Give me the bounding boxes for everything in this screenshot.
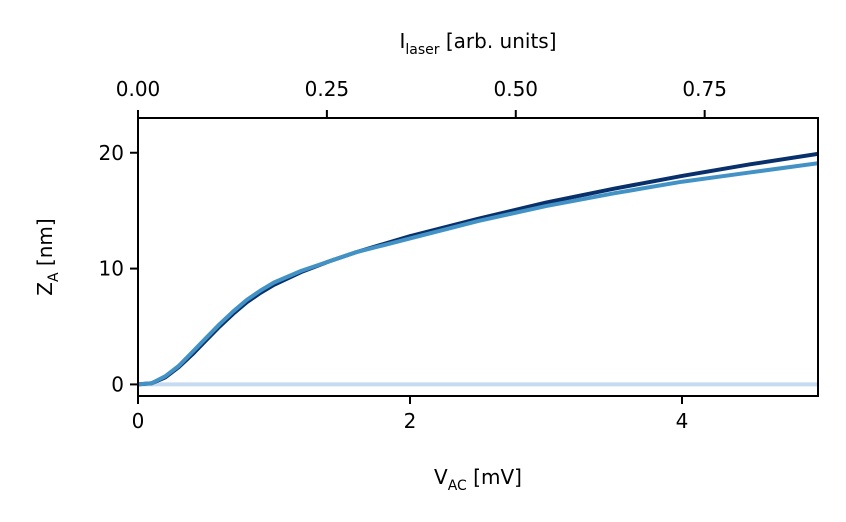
series-line-2 (138, 161, 818, 387)
y-axis-ticks: 0 10 20 (99, 141, 138, 396)
y-tick-label: 0 (111, 372, 124, 396)
top-tick-label: 0.00 (116, 77, 161, 101)
plot-lines (138, 151, 818, 387)
plot-frame (137, 117, 819, 397)
y-tick-label: 10 (99, 257, 124, 281)
top-axis-title: Ilaser [arb. units] (399, 29, 556, 58)
top-axis-ticks: 0.00 0.25 0.50 0.75 (116, 77, 727, 118)
y-tick-label: 20 (99, 141, 124, 165)
top-tick-label: 0.75 (682, 77, 727, 101)
series-line-1 (138, 151, 818, 387)
x-axis-ticks: 0 2 4 (132, 396, 689, 433)
x-axis-title: VAC [mV] (434, 465, 522, 494)
x-tick-label: 4 (676, 409, 689, 433)
top-tick-label: 0.50 (494, 77, 539, 101)
x-tick-label: 2 (404, 409, 417, 433)
top-tick-label: 0.25 (305, 77, 350, 101)
x-tick-label: 0 (132, 409, 145, 433)
y-axis-title: ZA [nm] (33, 218, 62, 295)
